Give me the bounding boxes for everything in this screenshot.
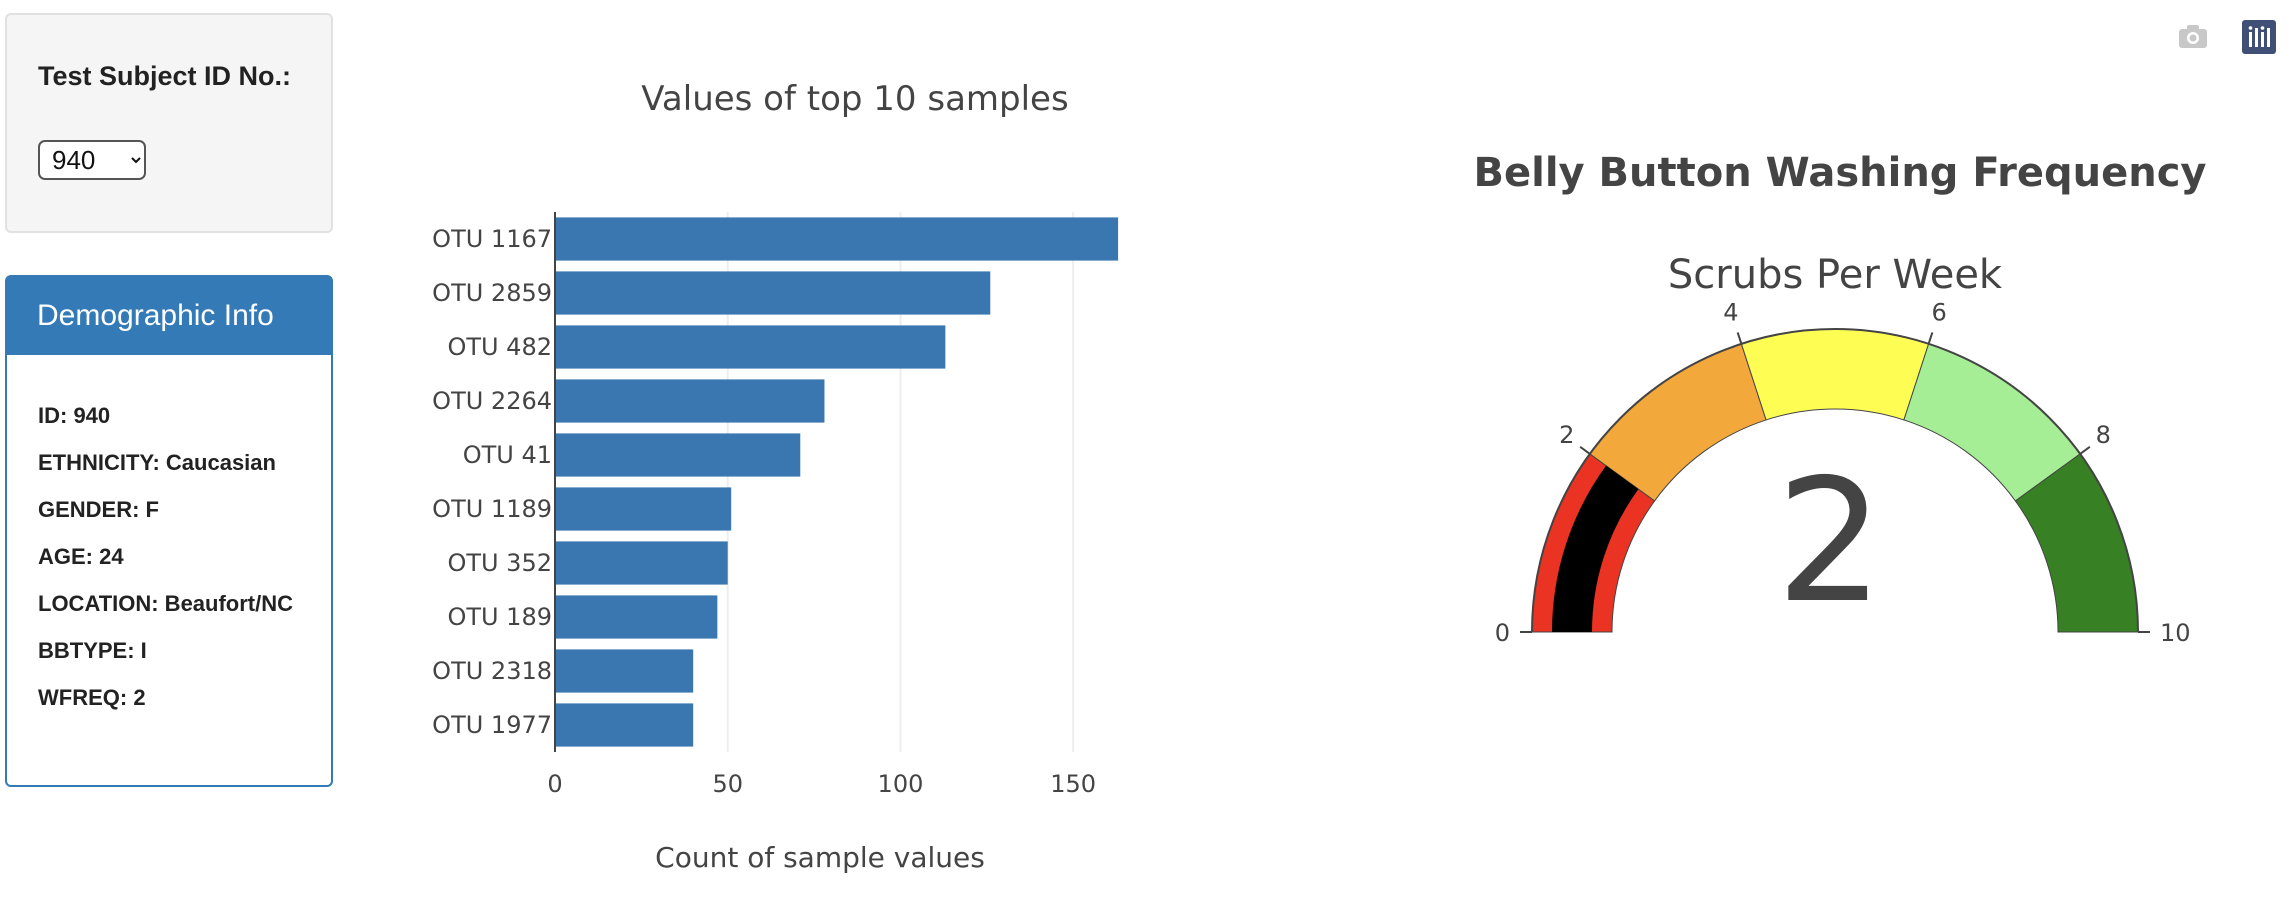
gauge-tick	[1736, 332, 1743, 345]
gauge-tick-label: 10	[2160, 619, 2191, 647]
gauge-value-number: 2	[1776, 443, 1884, 641]
bar	[556, 433, 801, 477]
gauge-tick-label: 6	[1931, 298, 1946, 326]
demo-bbtype: BBTYPE: I	[38, 638, 147, 663]
gauge-tick	[1579, 446, 1591, 455]
demographic-info-body: ID: 940 ETHNICITY: Caucasian GENDER: F A…	[7, 355, 331, 710]
demo-gender: GENDER: F	[38, 497, 159, 522]
y-tick-label: OTU 482	[447, 333, 552, 361]
subject-id-label: Test Subject ID No.:	[38, 61, 292, 91]
y-tick-label: OTU 1189	[432, 495, 552, 523]
y-tick-label: OTU 1167	[432, 225, 552, 253]
x-tick-label: 150	[1050, 770, 1096, 798]
gauge-chart: Belly Button Washing Frequency Scrubs Per…	[1474, 150, 2207, 647]
gauge-title: Belly Button Washing Frequency	[1474, 150, 2207, 196]
bar	[556, 379, 825, 423]
gauge-tick	[2079, 446, 2091, 455]
bar	[556, 325, 946, 369]
bar	[556, 217, 1119, 261]
bar	[556, 271, 991, 315]
bar	[556, 703, 694, 747]
subject-selector-panel	[5, 13, 333, 233]
subject-id-dropdown[interactable]: 940	[38, 140, 146, 180]
x-axis-title: Count of sample values	[655, 841, 985, 874]
demographic-info-panel: Demographic Info ID: 940 ETHNICITY: Cauc…	[5, 275, 333, 787]
bar-chart: Values of top 10 samples 0 50 100 150 OTU 116…	[432, 79, 1119, 874]
y-tick-label: OTU 1977	[432, 711, 552, 739]
demo-wfreq: WFREQ: 2	[38, 685, 146, 710]
demo-location: LOCATION: Beaufort/NC	[38, 591, 294, 616]
x-tick-label: 100	[878, 770, 924, 798]
bar	[556, 541, 728, 585]
bar	[556, 649, 694, 693]
gauge-tick-label: 2	[1559, 421, 1574, 449]
y-tick-label: OTU 189	[447, 603, 552, 631]
gauge-step	[1740, 328, 1930, 421]
bar	[556, 487, 732, 531]
x-tick-label: 50	[712, 770, 743, 798]
demographic-info-header: Demographic Info	[7, 277, 331, 355]
gauge-tick-label: 4	[1723, 298, 1738, 326]
bar	[556, 595, 718, 639]
y-tick-label: OTU 352	[447, 549, 552, 577]
gauge-value-bar	[1552, 465, 1639, 632]
camera-icon[interactable]	[2176, 20, 2210, 54]
gauge-tick-label: 0	[1495, 619, 1510, 647]
demo-age: AGE: 24	[38, 544, 124, 569]
bar-chart-title: Values of top 10 samples	[641, 79, 1068, 119]
plotly-logo-icon[interactable]	[2242, 20, 2276, 54]
y-tick-label: OTU 2859	[432, 279, 552, 307]
y-tick-label: OTU 2318	[432, 657, 552, 685]
demo-id: ID: 940	[38, 403, 111, 428]
demo-ethnicity: ETHNICITY: Caucasian	[38, 450, 276, 475]
x-tick-label: 0	[547, 770, 562, 798]
gauge-outline	[1531, 328, 2139, 633]
gauge-tick-label: 8	[2096, 421, 2111, 449]
gauge-subtitle: Scrubs Per Week	[1668, 252, 2003, 298]
gauge-tick	[1927, 332, 1934, 345]
y-tick-label: OTU 2264	[432, 387, 552, 415]
y-tick-label: OTU 41	[463, 441, 552, 469]
